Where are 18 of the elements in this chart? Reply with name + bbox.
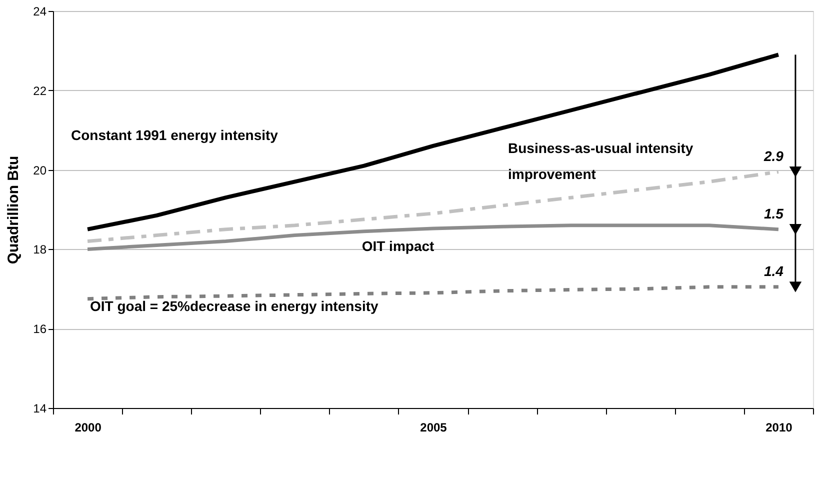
y-tick-label: 14 bbox=[33, 402, 47, 416]
annotation: 2.9 bbox=[762, 148, 784, 164]
annotation: 1.5 bbox=[764, 205, 784, 222]
annotation: 1.4 bbox=[764, 262, 784, 279]
y-axis-title: Quadrillion Btu bbox=[5, 156, 22, 264]
x-tick-label: 2010 bbox=[766, 420, 793, 434]
x-tick-label: 2005 bbox=[420, 420, 448, 434]
y-tick-label: 22 bbox=[33, 84, 47, 98]
series-label: OIT goal = 25%decrease in energy intensity bbox=[90, 298, 378, 314]
y-tick-label: 24 bbox=[33, 4, 47, 18]
series-label: Business-as-usual intensity improvement bbox=[508, 140, 694, 182]
x-tick-label: 2000 bbox=[74, 420, 102, 434]
y-tick-label: 18 bbox=[33, 242, 47, 257]
y-tick-label: 16 bbox=[33, 322, 47, 336]
text: Constant 1991 energy intensity bbox=[71, 127, 278, 143]
y-tick-label: 20 bbox=[33, 163, 47, 178]
line-series bbox=[86, 285, 780, 301]
series-label: OIT impact bbox=[362, 238, 435, 254]
